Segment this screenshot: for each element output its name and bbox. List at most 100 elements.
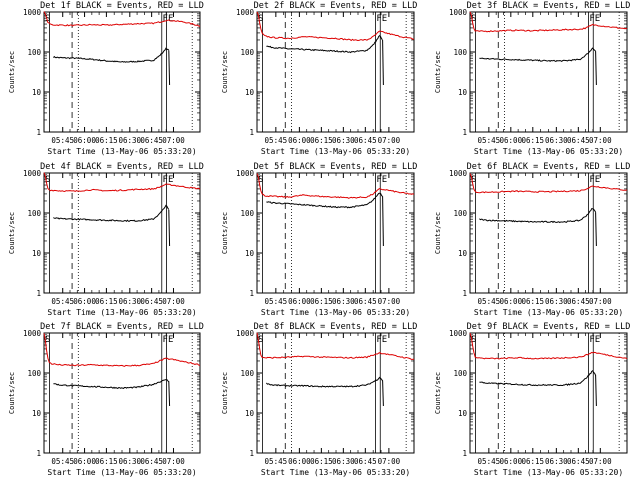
y-tick-label: 100 xyxy=(27,209,41,218)
x-axis-label: Start Time (13-May-06 05:33:20) xyxy=(47,308,196,317)
x-tick-label: 06:15 xyxy=(310,457,333,466)
flare-end-marker-label: FE xyxy=(376,175,387,185)
x-tick-label: 05:45 xyxy=(265,136,288,145)
x-tick-label: 05:45 xyxy=(265,297,288,306)
x-tick-label: 06:45 xyxy=(140,136,163,145)
panel-title: Det 2f BLACK = Events, RED = LLD xyxy=(254,1,418,11)
flare-end-marker-label: FE xyxy=(589,335,600,345)
y-tick-label: 100 xyxy=(27,48,41,57)
y-tick-label: 1 xyxy=(249,128,254,137)
y-axis-label: Counts/sec xyxy=(434,212,442,254)
events-dropoff-line xyxy=(168,50,171,85)
y-axis-label: Counts/sec xyxy=(8,212,16,254)
detector-panel: Det 7f BLACK = Events, RED = LLD Counts/s… xyxy=(8,322,204,477)
x-tick-label: 07:00 xyxy=(378,297,401,306)
start-marker-label: S xyxy=(45,335,50,345)
detector-panel: Det 5f BLACK = Events, RED = LLD Counts/s… xyxy=(221,162,417,317)
x-tick-label: 06:30 xyxy=(545,457,568,466)
plot-frame xyxy=(43,11,201,133)
lld-series-line xyxy=(43,11,201,27)
y-tick-label: 10 xyxy=(32,249,42,258)
x-tick-label: 06:30 xyxy=(545,136,568,145)
events-series-line xyxy=(53,204,170,222)
x-tick-label: 07:00 xyxy=(589,297,612,306)
y-tick-label: 10 xyxy=(245,88,255,97)
flare-end-marker-label: FE xyxy=(163,175,174,185)
x-tick-label: 06:00 xyxy=(288,457,311,466)
y-tick-label: 1000 xyxy=(449,329,468,338)
y-tick-label: 1 xyxy=(36,128,41,137)
y-tick-label: 1000 xyxy=(23,169,42,178)
x-tick-label: 05:45 xyxy=(478,457,501,466)
x-tick-label: 06:30 xyxy=(332,297,355,306)
flare-end-marker-label: FE xyxy=(163,335,174,345)
events-series-line xyxy=(266,376,384,388)
events-dropoff-line xyxy=(168,381,171,406)
x-tick-label: 06:45 xyxy=(567,297,590,306)
x-tick-label: 06:15 xyxy=(95,136,118,145)
events-series-line xyxy=(53,47,170,63)
events-series-line xyxy=(479,369,597,387)
x-tick-label: 06:15 xyxy=(522,136,545,145)
start-marker-label: S xyxy=(258,14,263,24)
x-tick-label: 06:30 xyxy=(332,457,355,466)
x-tick-label: 07:00 xyxy=(589,136,612,145)
y-tick-label: 1000 xyxy=(449,8,468,17)
start-marker-label: S xyxy=(45,175,50,185)
detector-panel: Det 3f BLACK = Events, RED = LLD Counts/s… xyxy=(434,1,630,156)
detector-panel: Det 8f BLACK = Events, RED = LLD Counts/s… xyxy=(221,322,417,477)
x-tick-label: 07:00 xyxy=(162,297,185,306)
y-tick-label: 100 xyxy=(240,48,254,57)
x-tick-label: 06:00 xyxy=(500,136,523,145)
y-tick-label: 100 xyxy=(27,369,41,378)
lld-series-line xyxy=(43,333,201,367)
events-series-line xyxy=(266,34,383,54)
events-series-line xyxy=(53,379,170,389)
start-marker-label: S xyxy=(45,14,50,24)
events-dropoff-line xyxy=(168,209,171,246)
x-tick-label: 06:45 xyxy=(567,457,590,466)
x-tick-label: 06:30 xyxy=(332,136,355,145)
y-tick-label: 1000 xyxy=(449,169,468,178)
y-tick-label: 1000 xyxy=(23,8,42,17)
y-axis-label: Counts/sec xyxy=(434,51,442,93)
x-tick-label: 06:15 xyxy=(310,136,333,145)
events-dropoff-line xyxy=(382,196,384,246)
x-tick-label: 06:00 xyxy=(500,457,523,466)
x-tick-label: 05:45 xyxy=(51,136,74,145)
x-tick-label: 06:45 xyxy=(567,136,590,145)
plot-frame xyxy=(256,11,415,133)
x-axis-label: Start Time (13-May-06 05:33:20) xyxy=(474,468,623,477)
y-tick-label: 1000 xyxy=(23,329,42,338)
x-tick-label: 06:45 xyxy=(354,297,377,306)
start-marker-label: S xyxy=(471,14,476,24)
x-tick-label: 06:00 xyxy=(73,457,96,466)
y-tick-label: 10 xyxy=(32,409,42,418)
x-tick-label: 06:00 xyxy=(288,297,311,306)
panel-title: Det 3f BLACK = Events, RED = LLD xyxy=(467,1,631,11)
y-tick-label: 1000 xyxy=(236,169,255,178)
x-tick-label: 07:00 xyxy=(162,457,185,466)
y-axis-label: Counts/sec xyxy=(221,212,229,254)
y-tick-label: 10 xyxy=(32,88,42,97)
x-tick-label: 07:00 xyxy=(162,136,185,145)
y-tick-label: 100 xyxy=(453,209,467,218)
panel-title: Det 6f BLACK = Events, RED = LLD xyxy=(467,162,631,172)
y-axis-label: Counts/sec xyxy=(434,372,442,414)
detector-panel: Det 6f BLACK = Events, RED = LLD Counts/s… xyxy=(434,162,630,317)
x-tick-label: 06:15 xyxy=(310,297,333,306)
x-tick-label: 06:30 xyxy=(119,297,142,306)
detector-panel: Det 4f BLACK = Events, RED = LLD Counts/s… xyxy=(8,162,204,317)
y-axis-label: Counts/sec xyxy=(221,51,229,93)
events-series-line xyxy=(479,47,596,63)
y-tick-label: 1 xyxy=(36,289,41,298)
lld-series-line xyxy=(469,173,628,194)
events-dropoff-line xyxy=(595,374,597,406)
x-tick-label: 06:00 xyxy=(288,136,311,145)
y-axis-label: Counts/sec xyxy=(8,51,16,93)
x-tick-label: 06:15 xyxy=(95,297,118,306)
flare-end-marker-label: FE xyxy=(376,335,387,345)
panel-title: Det 4f BLACK = Events, RED = LLD xyxy=(40,162,204,172)
y-tick-label: 10 xyxy=(458,88,468,97)
